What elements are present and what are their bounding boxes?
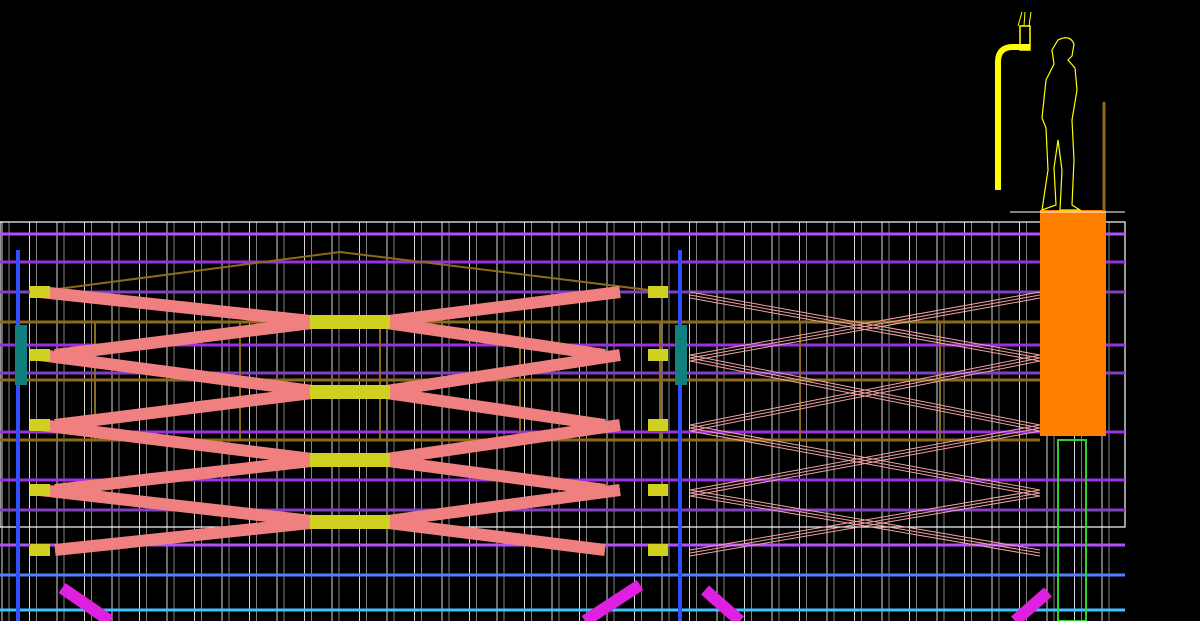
end-joint	[648, 484, 668, 496]
thin-brace	[689, 492, 1041, 554]
scissor-arm	[39, 349, 321, 398]
end-joint	[30, 419, 50, 431]
pipe	[995, 44, 1030, 190]
scissor-arm	[39, 419, 321, 466]
diagonal-member	[58, 583, 114, 621]
thin-brace	[689, 489, 1041, 551]
pin-joint	[310, 453, 390, 467]
pin-joint	[310, 385, 390, 399]
scissor-arm	[379, 286, 621, 328]
scissor-arm	[39, 484, 321, 528]
end-joint	[648, 286, 668, 298]
scissor-arm	[379, 349, 621, 398]
end-joint	[648, 349, 668, 361]
thin-brace	[689, 430, 1041, 497]
scissor-arm	[379, 484, 621, 528]
scissor-arm	[379, 419, 621, 466]
thin-brace	[689, 354, 1041, 426]
end-joint	[30, 484, 50, 496]
platform	[1040, 210, 1106, 436]
diagonal-member	[1011, 587, 1052, 621]
scissor-arm	[379, 316, 606, 361]
thin-brace	[689, 294, 1041, 359]
end-joint	[30, 349, 50, 361]
end-joint	[30, 544, 50, 556]
thin-brace	[689, 297, 1041, 362]
scissor-arm	[379, 386, 606, 431]
scissor-arm	[379, 516, 606, 556]
human-figure	[1041, 37, 1083, 211]
thin-brace	[689, 427, 1041, 494]
nozzle-spray	[1017, 11, 1032, 27]
thin-brace	[689, 291, 1041, 356]
scissor-arm	[54, 386, 321, 431]
scissor-arm	[54, 454, 321, 496]
thin-brace	[689, 360, 1041, 432]
pin-joint	[310, 515, 390, 529]
column-plate	[15, 325, 27, 385]
scissor-arm	[54, 316, 321, 361]
end-joint	[30, 286, 50, 298]
pipe-nozzle	[1019, 25, 1031, 51]
ladder	[1057, 439, 1087, 621]
thin-brace	[689, 424, 1041, 491]
thin-brace	[689, 357, 1041, 429]
scissor-arm	[54, 516, 321, 556]
thin-brace	[689, 495, 1041, 557]
scissor-arms	[30, 286, 668, 556]
scissor-arm	[379, 454, 606, 496]
column-plate	[675, 325, 687, 385]
diagonal-member	[581, 579, 644, 621]
pin-joint	[310, 315, 390, 329]
end-joint	[648, 544, 668, 556]
brown-truss	[34, 250, 666, 293]
end-joint	[648, 419, 668, 431]
diagonal-member	[701, 585, 744, 621]
thin-bracing	[689, 291, 1041, 557]
scissor-arm	[39, 286, 321, 328]
